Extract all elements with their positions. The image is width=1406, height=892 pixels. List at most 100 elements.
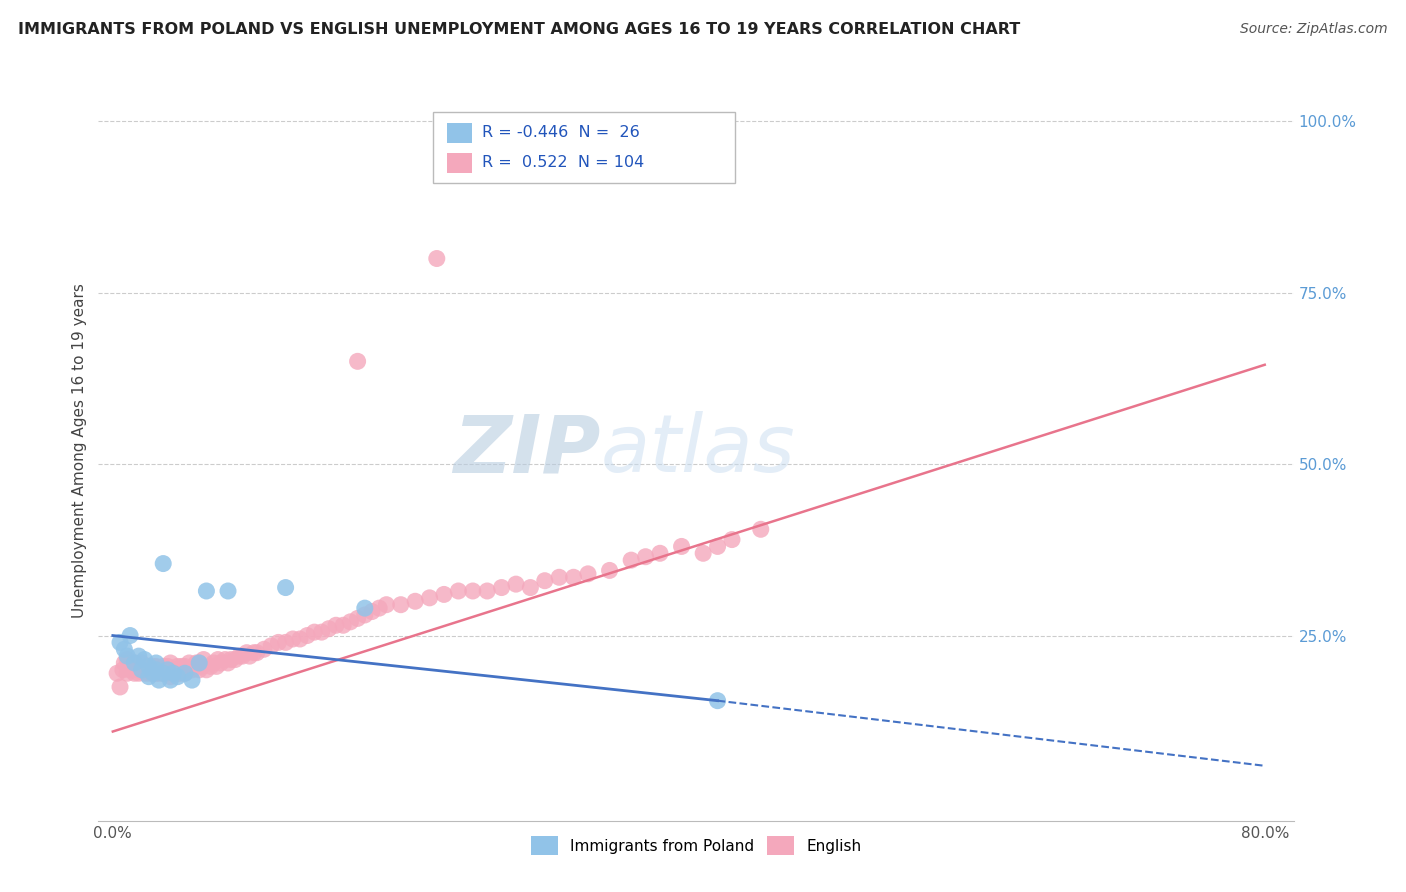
Point (173, 666, 195, 681)
Point (295, 629, 318, 643)
Point (304, 625, 326, 640)
Point (562, 570, 585, 584)
Point (170, 659, 193, 673)
Point (105, 666, 128, 681)
Point (121, 659, 143, 673)
Text: ZIP: ZIP (453, 411, 600, 490)
Text: R =  0.522  N = 104: R = 0.522 N = 104 (482, 155, 644, 170)
Point (339, 615, 361, 629)
Point (173, 666, 195, 681)
Point (692, 546, 714, 560)
Point (112, 642, 135, 657)
Point (207, 652, 229, 666)
Point (145, 656, 167, 670)
Point (138, 670, 160, 684)
Point (138, 666, 160, 681)
Y-axis label: Unemployment Among Ages 16 to 19 years: Unemployment Among Ages 16 to 19 years (72, 283, 87, 618)
Point (461, 584, 484, 599)
Point (176, 663, 198, 677)
Point (145, 663, 167, 677)
Point (166, 666, 188, 681)
Point (576, 566, 599, 581)
Point (361, 605, 384, 619)
Point (253, 642, 276, 657)
Point (419, 591, 441, 605)
Text: R = -0.446  N =  26: R = -0.446 N = 26 (482, 126, 640, 140)
Point (148, 673, 170, 687)
Point (235, 646, 257, 660)
Point (179, 656, 201, 670)
Point (166, 659, 188, 673)
Point (148, 666, 170, 681)
Point (260, 639, 283, 653)
Point (188, 656, 211, 670)
Point (706, 540, 728, 554)
Legend: Immigrants from Poland, English: Immigrants from Poland, English (524, 830, 868, 861)
Point (368, 601, 391, 615)
Point (353, 607, 375, 622)
Point (209, 656, 232, 670)
Point (124, 656, 146, 670)
Point (389, 598, 412, 612)
Point (332, 618, 354, 632)
Point (155, 666, 177, 681)
Point (152, 666, 174, 681)
Point (477, 584, 499, 599)
Point (749, 522, 772, 536)
Point (200, 659, 222, 673)
Point (721, 533, 744, 547)
Point (127, 663, 149, 677)
Point (145, 666, 167, 681)
Point (159, 670, 181, 684)
Point (112, 656, 135, 670)
Point (124, 666, 146, 681)
Point (243, 646, 266, 660)
Point (184, 659, 207, 673)
Point (346, 354, 368, 368)
Point (181, 673, 204, 687)
Point (228, 649, 250, 664)
Point (162, 666, 184, 681)
Point (353, 601, 375, 615)
Point (217, 656, 239, 670)
Point (491, 581, 513, 595)
Point (142, 666, 165, 681)
Point (346, 611, 368, 625)
Point (115, 649, 138, 664)
Point (533, 574, 555, 588)
Text: atlas: atlas (600, 411, 796, 490)
Point (142, 666, 165, 681)
Point (505, 577, 527, 591)
Point (115, 652, 138, 666)
Point (217, 584, 239, 599)
Point (447, 584, 470, 599)
Point (124, 656, 146, 670)
Point (214, 652, 236, 666)
Point (311, 625, 333, 640)
Point (159, 673, 181, 687)
Point (131, 663, 153, 677)
Text: IMMIGRANTS FROM POLAND VS ENGLISH UNEMPLOYMENT AMONG AGES 16 TO 19 YEARS CORRELA: IMMIGRANTS FROM POLAND VS ENGLISH UNEMPL… (18, 22, 1021, 37)
Point (156, 663, 179, 677)
Point (224, 652, 246, 666)
Point (152, 557, 174, 571)
Point (162, 666, 184, 681)
Point (131, 663, 153, 677)
Point (142, 659, 165, 673)
Point (246, 646, 269, 660)
Point (131, 656, 153, 670)
Point (120, 663, 142, 677)
Point (128, 666, 150, 681)
Point (191, 659, 214, 673)
Point (205, 659, 228, 673)
Point (188, 663, 211, 677)
Point (288, 632, 311, 646)
Point (169, 666, 191, 681)
Point (195, 584, 218, 599)
Point (599, 563, 621, 577)
Point (138, 659, 160, 673)
Point (188, 656, 211, 670)
Point (149, 663, 172, 677)
Point (404, 594, 426, 608)
Point (156, 659, 179, 673)
